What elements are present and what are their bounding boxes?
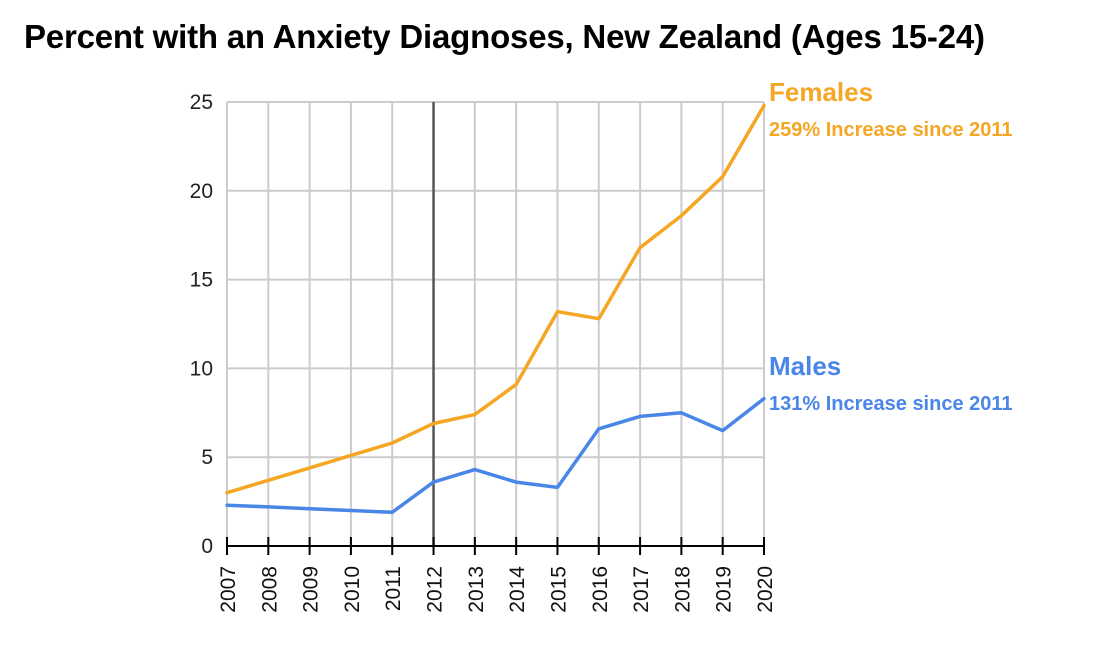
x-axis-tick-labels: 2007 2008 2009 2010 2011 2012 2013 2014 2015 2016… bbox=[217, 566, 777, 613]
x-axis bbox=[226, 537, 765, 555]
series-note-females: 259% Increase since 2011 bbox=[769, 119, 1013, 141]
x-tick-label: 2017 bbox=[630, 566, 653, 613]
series-note-males: 131% Increase since 2011 bbox=[769, 393, 1013, 415]
x-tick-label: 2013 bbox=[465, 566, 488, 613]
x-tick-label: 2011 bbox=[382, 566, 405, 611]
y-axis-tick-labels: 0 5 10 15 20 25 bbox=[190, 91, 213, 558]
series-label-males: Males bbox=[769, 351, 841, 381]
series-lines bbox=[225, 103, 766, 515]
y-tick-label: 10 bbox=[190, 357, 213, 380]
series-line-females bbox=[225, 103, 766, 495]
x-tick-label: 2020 bbox=[754, 566, 777, 613]
x-tick-label: 2014 bbox=[506, 566, 529, 613]
grid-lines bbox=[226, 101, 765, 546]
y-tick-label: 25 bbox=[190, 91, 213, 114]
x-tick-label: 2007 bbox=[217, 566, 240, 613]
x-tick-label: 2016 bbox=[589, 566, 612, 613]
series-labels: Females 259% Increase since 2011 Males 1… bbox=[769, 77, 1013, 415]
series-line-males bbox=[225, 396, 766, 515]
x-tick-label: 2018 bbox=[671, 566, 694, 613]
y-tick-label: 15 bbox=[190, 269, 213, 292]
x-tick-label: 2008 bbox=[258, 566, 281, 613]
x-tick-label: 2019 bbox=[713, 566, 736, 613]
chart-title: Percent with an Anxiety Diagnoses, New Z… bbox=[24, 18, 985, 55]
y-tick-label: 20 bbox=[190, 180, 213, 203]
x-tick-label: 2010 bbox=[341, 566, 364, 613]
y-tick-label: 5 bbox=[201, 446, 213, 469]
y-tick-label: 0 bbox=[201, 535, 213, 558]
x-tick-label: 2012 bbox=[424, 566, 447, 613]
x-tick-label: 2015 bbox=[547, 566, 570, 613]
series-label-females: Females bbox=[769, 77, 873, 107]
x-tick-label: 2009 bbox=[300, 566, 323, 613]
